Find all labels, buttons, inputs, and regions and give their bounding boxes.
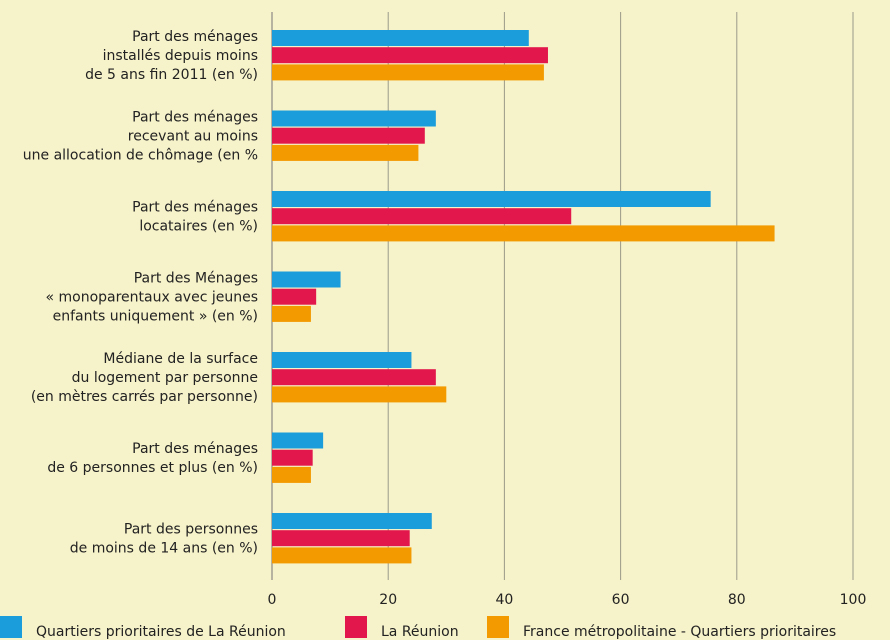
category-label: Part des personnes	[124, 521, 258, 537]
category-label: Part des ménages	[132, 199, 258, 215]
bar	[272, 369, 436, 386]
bar	[272, 30, 529, 46]
category-label: du logement par personne	[72, 370, 258, 386]
legend-label: Quartiers prioritaires de La Réunion	[36, 624, 286, 640]
x-tick-label: 40	[495, 592, 513, 608]
bar	[272, 449, 313, 466]
category-label: Part des ménages	[132, 109, 258, 125]
bar	[272, 386, 447, 403]
category-label: enfants uniquement » (en %)	[53, 308, 258, 324]
category-label: Part des Ménages	[134, 270, 258, 286]
bar	[272, 432, 324, 449]
legend-swatch	[0, 616, 22, 638]
bar	[272, 271, 341, 288]
category-label: locataires (en %)	[139, 218, 258, 234]
bar	[272, 110, 436, 127]
category-label: de moins de 14 ans (en %)	[70, 540, 258, 556]
bar	[272, 208, 572, 225]
x-tick-label: 100	[840, 592, 867, 608]
bar	[272, 225, 775, 242]
bar	[272, 288, 317, 305]
x-tick-label: 80	[728, 592, 746, 608]
legend-label: La Réunion	[381, 624, 459, 640]
category-label: (en mètres carrés par personne)	[31, 389, 258, 405]
legend-swatch	[487, 616, 509, 638]
bar	[272, 530, 410, 547]
x-tick-label: 60	[612, 592, 630, 608]
bar	[272, 64, 544, 81]
bar	[272, 144, 419, 161]
bar	[272, 547, 412, 564]
x-tick-label: 20	[379, 592, 397, 608]
category-label: installés depuis moins	[103, 48, 258, 64]
bar	[272, 466, 311, 483]
category-label: Part des ménages	[132, 441, 258, 457]
bar	[272, 305, 311, 322]
category-label: Médiane de la surface	[103, 351, 258, 367]
category-label: de 5 ans fin 2011 (en %)	[85, 67, 258, 83]
bar	[272, 352, 412, 368]
bar	[272, 127, 425, 144]
category-label: « monoparentaux avec jeunes	[45, 289, 258, 305]
bar	[272, 47, 548, 64]
category-label: Part des ménages	[132, 29, 258, 45]
category-label: de 6 personnes et plus (en %)	[47, 460, 258, 476]
bar	[272, 513, 432, 529]
x-tick-label: 0	[268, 592, 277, 608]
legend-swatch	[345, 616, 367, 638]
bar	[272, 191, 711, 207]
legend-label: France métropolitaine - Quartiers priori…	[523, 624, 836, 640]
category-label: recevant au moins	[128, 128, 258, 144]
category-label: une allocation de chômage (en %	[23, 147, 258, 163]
